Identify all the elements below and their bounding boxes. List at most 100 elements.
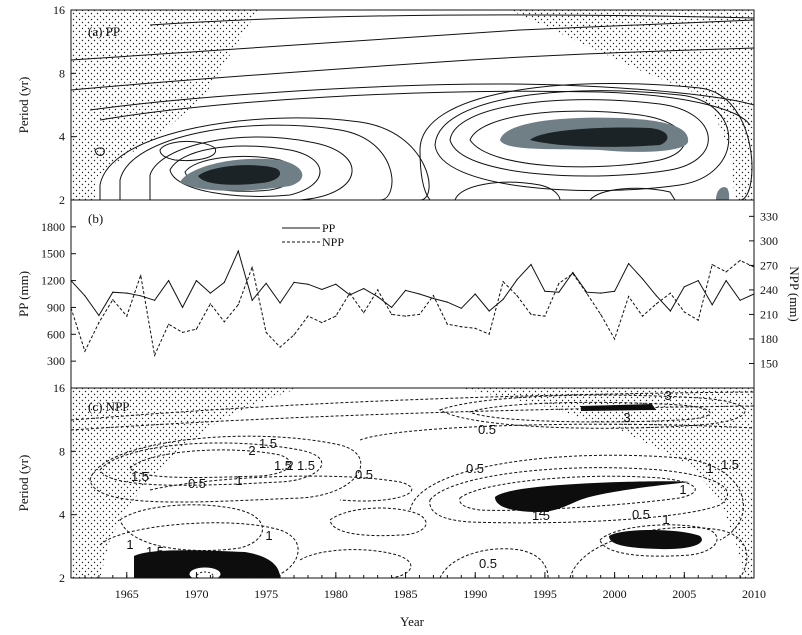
panel-b-legend: PP NPP (282, 221, 344, 249)
a-ytick-label: 2 (59, 193, 65, 207)
b-ytick-right-label: 330 (760, 209, 778, 223)
panel-b-yticks-left: 300 600 900 1200 1500 1800 (41, 220, 76, 368)
x-axis-label: Year (400, 614, 425, 629)
contour-label: 1.5 (259, 436, 277, 451)
series-point-pp (460, 307, 462, 309)
b-ytick-right-label: 210 (760, 307, 778, 321)
contour-label: 1.5 (146, 544, 164, 559)
b-ytick-left-label: 300 (47, 354, 65, 368)
series-point-npp (126, 315, 128, 317)
series-point-npp (140, 274, 142, 276)
contour-label: 1 (126, 537, 133, 552)
panel-c-significant-hole (188, 566, 222, 578)
contour-label: 2 (286, 458, 293, 473)
panel-a-significant-core (530, 127, 668, 147)
series-point-npp (558, 282, 560, 284)
panel-c-contour (149, 475, 413, 502)
c-ytick-label: 2 (59, 571, 65, 585)
series-point-npp (725, 271, 727, 273)
panel-c-contour (429, 467, 728, 524)
series-point-npp (181, 331, 184, 333)
panel-a-coi-left (71, 10, 258, 200)
series-point-pp (530, 263, 532, 266)
panel-b-ylabel-left: PP (mm) (16, 271, 31, 317)
contour-label: 3 (623, 410, 630, 425)
series-point-npp (460, 326, 462, 328)
series-point-npp (753, 266, 755, 268)
series-point-pp (753, 293, 755, 295)
panel-a-yticks: 2 4 8 16 (53, 3, 76, 207)
b-ytick-left-label: 900 (47, 300, 65, 314)
contour-label: 0.5 (355, 467, 373, 482)
contour-label: 0.5 (188, 476, 206, 491)
panel-c-significant-region (581, 404, 656, 411)
series-point-npp (697, 319, 699, 321)
series-point-pp (572, 271, 574, 274)
panel-c-contour (409, 454, 744, 541)
panel-a-pp-wavelet: (a) PP 2 4 8 16 Period (yr) (16, 3, 755, 207)
series-point-pp (126, 292, 128, 294)
series-point-npp (98, 322, 100, 324)
panel-c-contour (71, 391, 754, 421)
series-point-pp (488, 310, 490, 312)
contour-label: 1 (235, 473, 242, 488)
xtick-label: 1970 (184, 587, 208, 601)
series-point-pp (154, 299, 156, 301)
series-point-npp (168, 323, 170, 325)
contour-label: 2 (248, 443, 255, 458)
series-point-npp (209, 303, 211, 305)
series-point-npp (586, 292, 588, 294)
panel-c-contours (71, 388, 754, 578)
series-point-pp (181, 306, 184, 308)
series-point-npp (195, 328, 197, 330)
panel-c-contour (468, 401, 711, 423)
series-point-pp (195, 280, 197, 282)
panel-c-contour (459, 475, 696, 511)
panel-c-significant-region (134, 550, 280, 578)
panel-a-contour (149, 14, 754, 26)
series-point-pp (614, 290, 616, 292)
b-ytick-right-label: 150 (760, 356, 778, 370)
a-ytick-label: 4 (59, 130, 65, 144)
panel-c-contour (99, 442, 323, 486)
series-point-pp (516, 279, 518, 281)
b-ytick-right-label: 240 (760, 283, 778, 297)
xtick-label: 1985 (394, 587, 418, 601)
xtick-label: 2010 (742, 587, 766, 601)
panel-c-contour (99, 522, 299, 578)
series-point-pp (697, 280, 699, 282)
series-point-npp (474, 327, 476, 329)
series-point-pp (140, 295, 142, 297)
series-point-npp (655, 303, 658, 305)
b-ytick-left-label: 1200 (41, 274, 65, 288)
series-point-pp (641, 278, 644, 280)
series-point-pp (112, 291, 114, 293)
b-ytick-left-label: 1500 (41, 247, 65, 261)
series-point-pp (586, 291, 588, 293)
series-point-pp (446, 301, 448, 303)
panel-c-contour (119, 504, 263, 552)
legend-npp-label: NPP (322, 235, 344, 249)
panel-a-ylabel: Period (yr) (16, 77, 31, 134)
contour-label: 1.5 (721, 457, 739, 472)
series-point-npp (404, 315, 407, 317)
series-point-pp (544, 290, 546, 292)
panel-a-contour (149, 136, 353, 200)
panel-c-frame (70, 387, 755, 579)
contour-label: 1.5 (532, 508, 550, 523)
series-point-npp (154, 354, 156, 356)
series-point-npp (502, 281, 504, 283)
series-point-pp (209, 292, 211, 294)
xtick-label: 1975 (254, 587, 278, 601)
series-point-npp (265, 331, 267, 333)
panel-a-contour (94, 147, 105, 156)
panel-c-npp-wavelet: (c) NPP 330.51.521.5 0.52 1.51.5 0.51 0.51.5… (16, 381, 766, 629)
series-point-pp (404, 289, 407, 291)
xtick-label: 1990 (463, 587, 487, 601)
contour-label: 1.5 (131, 469, 149, 484)
series-point-pp (251, 299, 253, 301)
contour-label: 3 (664, 388, 671, 403)
panel-c-contour (89, 435, 362, 503)
xtick-label: 1995 (533, 587, 557, 601)
